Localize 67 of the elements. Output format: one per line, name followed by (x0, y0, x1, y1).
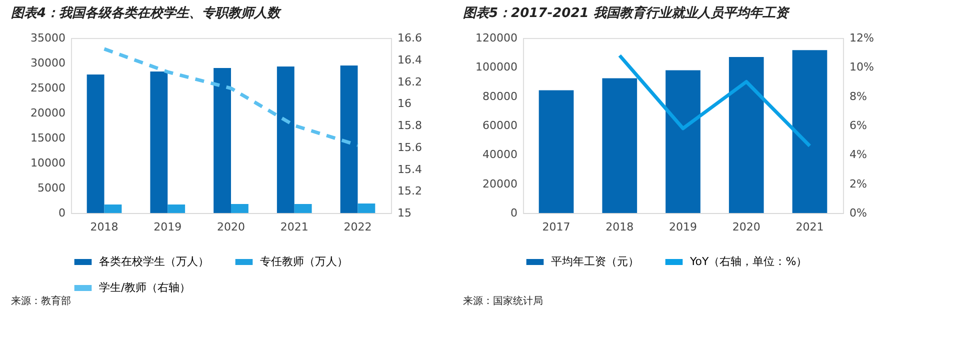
y2-tick-label: 15.8 (398, 119, 422, 132)
y-tick-label: 30000 (30, 56, 66, 70)
x-tick-label: 2021 (796, 220, 824, 234)
bar (104, 204, 122, 213)
source-note: 来源：国家统计局 (463, 295, 543, 307)
y-tick-label: 40000 (482, 148, 518, 162)
y2-tick-label: 16.4 (398, 53, 422, 66)
x-tick-label: 2021 (280, 220, 308, 234)
y2-tick-label: 15.2 (398, 184, 422, 198)
y-tick-label: 0 (58, 206, 66, 220)
y-tick-label: 20000 (482, 177, 518, 190)
bar (538, 90, 574, 213)
legend-label: 平均年工资（元） (551, 255, 639, 268)
x-tick-label: 2019 (154, 220, 182, 234)
y2-tick-label: 15.6 (398, 140, 422, 154)
x-tick-label: 2020 (732, 220, 760, 234)
bar (666, 70, 700, 213)
y2-tick-label: 2% (850, 177, 867, 190)
bar (214, 68, 231, 213)
y-tick-label: 15000 (30, 132, 66, 144)
y-tick-label: 20000 (30, 106, 66, 120)
y-tick-label: 25000 (30, 82, 66, 94)
bar (728, 56, 764, 213)
bar (602, 78, 638, 213)
y2-tick-label: 6% (850, 119, 867, 132)
x-tick-label: 2019 (669, 220, 697, 234)
y2-tick-label: 4% (850, 148, 867, 162)
x-tick-label: 2020 (217, 220, 245, 234)
legend-label: 各类在校学生（万人） (99, 255, 209, 268)
line-series (618, 54, 812, 148)
source-note: 来源：教育部 (11, 295, 71, 307)
chart-title: 图表5：2017-2021 我国教育行业就业人员平均年工资 (463, 5, 790, 21)
y-tick-label: 10000 (30, 156, 66, 170)
line-series (102, 47, 360, 147)
x-tick-label: 2022 (344, 220, 372, 234)
y-tick-label: 5000 (38, 182, 66, 194)
y2-tick-label: 16.6 (398, 32, 422, 44)
bar (358, 204, 376, 213)
y-tick-label: 60000 (482, 119, 518, 132)
y-tick-label: 100000 (476, 60, 518, 74)
y2-tick-label: 8% (850, 90, 867, 103)
legend-label: YoY（右轴，单位：%） (689, 255, 808, 268)
y2-tick-label: 16.2 (398, 75, 422, 88)
y2-tick-label: 12% (850, 32, 874, 44)
x-tick-label: 2018 (90, 220, 118, 234)
chart-title: 图表4：我国各级各类在校学生、专职教师人数 (11, 5, 282, 21)
legend-label: 专任教师（万人） (260, 255, 348, 268)
bar (792, 50, 828, 213)
x-tick-label: 2017 (542, 220, 570, 234)
y2-tick-label: 0% (850, 206, 867, 220)
bar (276, 66, 294, 213)
y-tick-label: 0 (510, 206, 518, 220)
legend-label: 学生/教师（右轴） (99, 281, 191, 294)
y2-tick-label: 15.4 (398, 162, 422, 176)
y2-tick-label: 10% (850, 60, 874, 74)
y2-tick-label: 15 (398, 206, 412, 220)
x-tick-label: 2018 (606, 220, 634, 234)
bar (340, 66, 358, 213)
y-tick-label: 35000 (30, 32, 66, 44)
y-tick-label: 80000 (482, 90, 518, 103)
bar (150, 72, 168, 213)
bar (294, 204, 312, 213)
bar (231, 204, 248, 213)
bar (168, 204, 186, 213)
y2-tick-label: 16 (398, 97, 412, 110)
y-tick-label: 120000 (476, 32, 518, 44)
bar (86, 74, 104, 213)
